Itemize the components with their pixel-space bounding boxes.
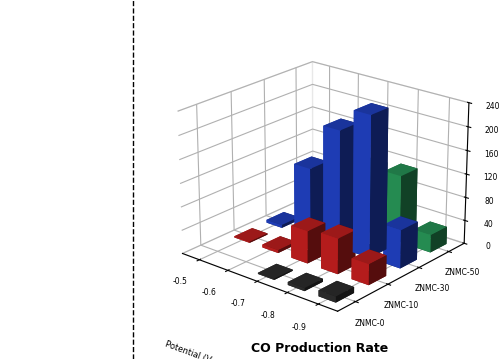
Text: CO Production Rate: CO Production Rate bbox=[252, 342, 388, 355]
X-axis label: Potential (V vs. RHE): Potential (V vs. RHE) bbox=[164, 340, 248, 359]
